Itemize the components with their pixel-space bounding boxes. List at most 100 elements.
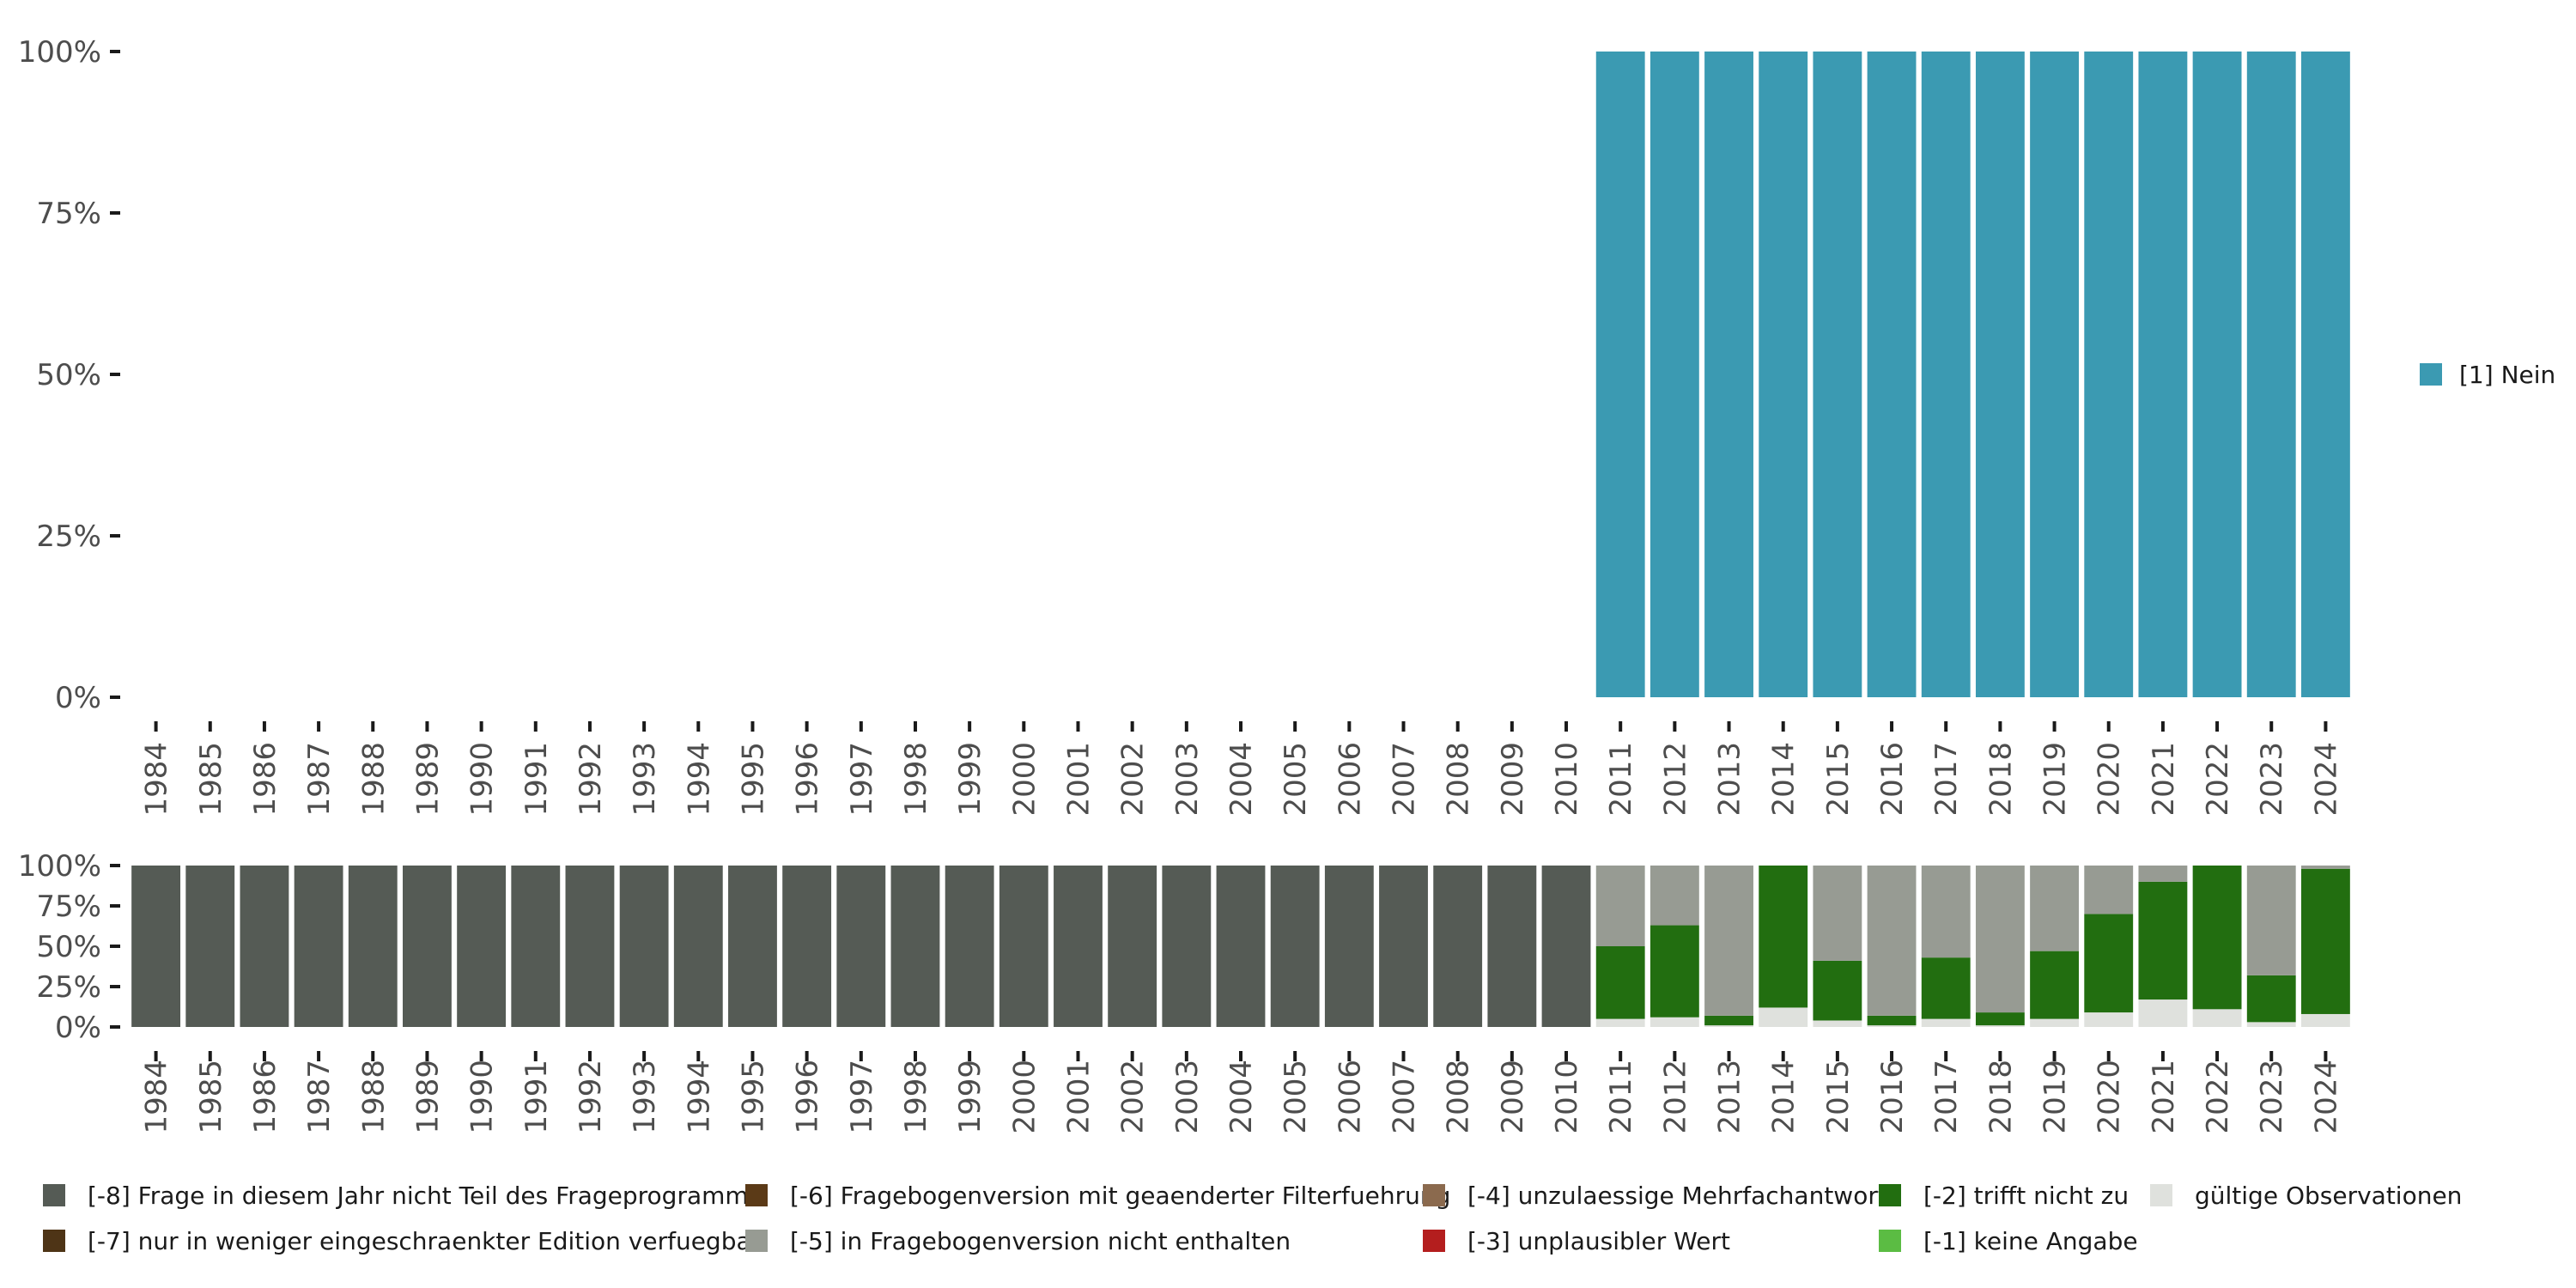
top-x-tick-label-2010: 2010 xyxy=(1550,742,1584,817)
bottom-bar-2015-series-1 xyxy=(1813,960,1862,1021)
bottom-chart-panel: 0% 25% 50% 75% 100% 1984 1985 1986 1987 1988 1989 1… xyxy=(18,849,2350,1134)
bottom-bar-1998-series-3 xyxy=(890,866,940,1027)
bottom-legend-swatch-3 xyxy=(745,1230,768,1252)
bottom-chart-legend: [-8] Frage in diesem Jahr nicht Teil des… xyxy=(43,1182,2462,1255)
bottom-legend-swatch-7 xyxy=(1879,1230,1901,1252)
bottom-legend-label-0: [-8] Frage in diesem Jahr nicht Teil des… xyxy=(88,1182,761,1210)
top-x-tick-label-1989: 1989 xyxy=(410,742,445,817)
bottom-legend-label-6: [-2] trifft nicht zu xyxy=(1923,1182,2129,1210)
top-bar-2020-series-0 xyxy=(2084,52,2134,697)
bottom-legend-swatch-6 xyxy=(1879,1184,1901,1206)
bottom-bar-1995-series-3 xyxy=(728,866,777,1027)
bottom-x-tick-label-1987: 1987 xyxy=(302,1060,337,1134)
bottom-bar-2015-series-0 xyxy=(1813,1020,1862,1027)
bottom-legend-swatch-2 xyxy=(745,1184,768,1206)
bottom-bar-2023-series-2 xyxy=(2246,866,2296,975)
bottom-legend-label-4: [-4] unzulaessige Mehrfachantwort xyxy=(1467,1182,1887,1210)
top-x-tick-label-2009: 2009 xyxy=(1496,742,1530,817)
bottom-bar-1985-series-3 xyxy=(185,866,235,1027)
top-y-tick-label-4: 100% xyxy=(18,35,101,70)
bottom-bar-2019-series-0 xyxy=(2030,1018,2079,1027)
bottom-x-tick-label-2023: 2023 xyxy=(2255,1060,2289,1134)
top-bar-2024-series-0 xyxy=(2300,52,2350,697)
bottom-bar-2017-series-1 xyxy=(1921,957,1971,1019)
bottom-x-tick-label-1997: 1997 xyxy=(845,1060,879,1134)
bottom-bar-2001-series-3 xyxy=(1054,866,1103,1027)
bottom-bar-2020-series-1 xyxy=(2084,914,2134,1013)
top-chart-panel: 0% 25% 50% 75% 100% 1984 1985 1986 1987 1988 1989 1… xyxy=(18,35,2350,817)
bottom-bar-2024-series-1 xyxy=(2300,868,2350,1014)
top-x-tick-label-1984: 1984 xyxy=(140,742,174,817)
bottom-bar-2019-series-2 xyxy=(2030,866,2079,951)
top-bar-2019-series-0 xyxy=(2030,52,2079,697)
bottom-x-tick-label-1993: 1993 xyxy=(628,1060,662,1134)
bottom-x-tick-label-2014: 2014 xyxy=(1767,1060,1801,1134)
top-x-tick-label-2019: 2019 xyxy=(2038,742,2073,817)
bottom-bar-2006-series-3 xyxy=(1324,866,1374,1027)
bottom-x-tick-label-2002: 2002 xyxy=(1116,1060,1151,1134)
top-legend-swatch-0 xyxy=(2420,363,2442,386)
bottom-bar-2016-series-1 xyxy=(1867,1015,1917,1026)
top-chart-legend: [1] Nein xyxy=(2420,361,2555,389)
bottom-x-tick-label-2015: 2015 xyxy=(1821,1060,1856,1134)
bottom-bar-2011-series-0 xyxy=(1595,1018,1645,1027)
bottom-legend-label-8: gültige Observationen xyxy=(2195,1182,2462,1210)
bottom-x-tick-label-2024: 2024 xyxy=(2309,1060,2343,1134)
top-x-tick-label-2002: 2002 xyxy=(1116,742,1151,817)
bottom-bar-1991-series-3 xyxy=(511,866,561,1027)
top-x-tick-label-2007: 2007 xyxy=(1388,742,1422,817)
bottom-bar-2012-series-0 xyxy=(1649,1017,1699,1027)
top-x-tick-label-2006: 2006 xyxy=(1333,742,1367,817)
top-x-tick-label-1999: 1999 xyxy=(953,742,987,817)
bottom-x-tick-label-1998: 1998 xyxy=(899,1060,933,1134)
bottom-x-tick-label-2008: 2008 xyxy=(1442,1060,1476,1134)
top-x-tick-label-1990: 1990 xyxy=(465,742,500,817)
top-x-tick-label-2022: 2022 xyxy=(2201,742,2235,817)
top-legend-label-0: [1] Nein xyxy=(2459,361,2555,389)
bottom-x-tick-label-2006: 2006 xyxy=(1333,1060,1367,1134)
top-bar-2012-series-0 xyxy=(1649,52,1699,697)
bottom-x-tick-label-1994: 1994 xyxy=(682,1060,716,1134)
bottom-bar-2017-series-0 xyxy=(1921,1018,1971,1027)
top-x-tick-label-2012: 2012 xyxy=(1658,742,1692,817)
bottom-bar-2014-series-0 xyxy=(1759,1007,1808,1027)
bottom-bar-2013-series-2 xyxy=(1704,866,1753,1016)
bottom-bar-2017-series-2 xyxy=(1921,866,1971,958)
bottom-x-tick-label-1984: 1984 xyxy=(140,1060,174,1134)
top-x-tick-label-1986: 1986 xyxy=(248,742,283,817)
bottom-bar-2020-series-2 xyxy=(2084,866,2134,914)
bottom-bar-2011-series-2 xyxy=(1595,866,1645,946)
bottom-bar-2020-series-0 xyxy=(2084,1012,2134,1027)
bottom-bar-2004-series-3 xyxy=(1216,866,1266,1027)
bottom-x-tick-label-2021: 2021 xyxy=(2147,1060,2181,1134)
bottom-bar-2013-series-1 xyxy=(1704,1015,1753,1026)
bottom-x-tick-label-2017: 2017 xyxy=(1929,1060,1964,1134)
bottom-bar-2014-series-1 xyxy=(1759,866,1808,1008)
bottom-x-tick-label-1988: 1988 xyxy=(356,1060,391,1134)
bottom-bar-2009-series-3 xyxy=(1487,866,1537,1027)
bottom-bar-2016-series-2 xyxy=(1867,866,1917,1016)
top-bar-2021-series-0 xyxy=(2138,52,2188,697)
top-y-tick-label-2: 50% xyxy=(36,358,101,392)
top-x-tick-label-2023: 2023 xyxy=(2255,742,2289,817)
bottom-bar-1999-series-3 xyxy=(945,866,994,1027)
top-y-tick-label-1: 25% xyxy=(36,519,101,554)
bottom-legend-label-1: [-7] nur in weniger eingeschraenkter Edi… xyxy=(88,1227,762,1255)
bottom-bar-2013-series-0 xyxy=(1704,1025,1753,1027)
bottom-bar-2022-series-1 xyxy=(2192,866,2242,1010)
bottom-bar-1989-series-3 xyxy=(403,866,452,1027)
top-bar-2013-series-0 xyxy=(1704,52,1753,697)
bottom-bar-1988-series-3 xyxy=(348,866,398,1027)
top-x-tick-label-2000: 2000 xyxy=(1007,742,1042,817)
top-bar-2016-series-0 xyxy=(1867,52,1917,697)
bottom-bar-2022-series-0 xyxy=(2192,1009,2242,1027)
bottom-x-tick-label-2000: 2000 xyxy=(1007,1060,1042,1134)
bottom-y-tick-label-3: 75% xyxy=(36,890,101,924)
top-x-tick-label-2008: 2008 xyxy=(1442,742,1476,817)
bottom-y-tick-label-4: 100% xyxy=(18,849,101,884)
bottom-x-tick-label-1992: 1992 xyxy=(574,1060,608,1134)
bottom-bar-2018-series-2 xyxy=(1975,866,2025,1013)
bottom-x-tick-label-2013: 2013 xyxy=(1713,1060,1747,1134)
bottom-x-tick-label-2016: 2016 xyxy=(1875,1060,1910,1134)
bottom-bar-2018-series-1 xyxy=(1975,1012,2025,1026)
